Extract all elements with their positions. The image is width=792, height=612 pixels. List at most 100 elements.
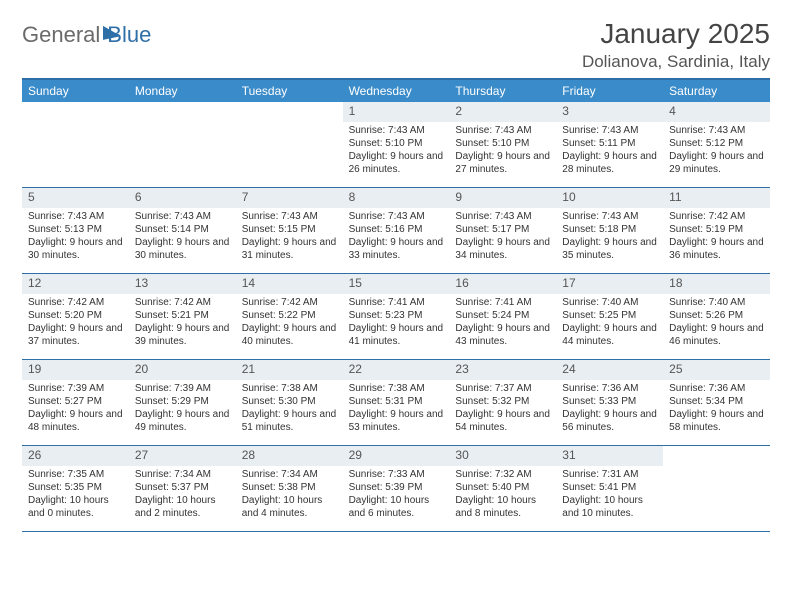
sunset-line: Sunset: 5:18 PM bbox=[562, 223, 657, 236]
sunrise-line: Sunrise: 7:42 AM bbox=[242, 296, 337, 309]
day-of-week-label: Thursday bbox=[449, 80, 556, 102]
calendar-cell: 31Sunrise: 7:31 AMSunset: 5:41 PMDayligh… bbox=[556, 446, 663, 532]
sunrise-line: Sunrise: 7:43 AM bbox=[349, 124, 444, 137]
daylight-line: Daylight: 9 hours and 29 minutes. bbox=[669, 150, 764, 176]
day-details: Sunrise: 7:38 AMSunset: 5:31 PMDaylight:… bbox=[343, 380, 450, 438]
calendar-cell: 25Sunrise: 7:36 AMSunset: 5:34 PMDayligh… bbox=[663, 360, 770, 446]
sunset-line: Sunset: 5:40 PM bbox=[455, 481, 550, 494]
location: Dolianova, Sardinia, Italy bbox=[582, 52, 770, 72]
sunset-line: Sunset: 5:35 PM bbox=[28, 481, 123, 494]
calendar-cell: 6Sunrise: 7:43 AMSunset: 5:14 PMDaylight… bbox=[129, 188, 236, 274]
sunrise-line: Sunrise: 7:43 AM bbox=[455, 124, 550, 137]
sunrise-line: Sunrise: 7:43 AM bbox=[455, 210, 550, 223]
sunrise-line: Sunrise: 7:43 AM bbox=[242, 210, 337, 223]
sunset-line: Sunset: 5:13 PM bbox=[28, 223, 123, 236]
day-details: Sunrise: 7:40 AMSunset: 5:26 PMDaylight:… bbox=[663, 294, 770, 352]
sunset-line: Sunset: 5:15 PM bbox=[242, 223, 337, 236]
sunset-line: Sunset: 5:37 PM bbox=[135, 481, 230, 494]
day-number: 30 bbox=[449, 446, 556, 466]
day-details: Sunrise: 7:36 AMSunset: 5:34 PMDaylight:… bbox=[663, 380, 770, 438]
daylight-line: Daylight: 9 hours and 43 minutes. bbox=[455, 322, 550, 348]
day-number: 14 bbox=[236, 274, 343, 294]
sunrise-line: Sunrise: 7:32 AM bbox=[455, 468, 550, 481]
day-details: Sunrise: 7:43 AMSunset: 5:10 PMDaylight:… bbox=[343, 122, 450, 180]
title-block: January 2025 Dolianova, Sardinia, Italy bbox=[582, 18, 770, 72]
daylight-line: Daylight: 9 hours and 49 minutes. bbox=[135, 408, 230, 434]
calendar: SundayMondayTuesdayWednesdayThursdayFrid… bbox=[22, 78, 770, 532]
daylight-line: Daylight: 9 hours and 31 minutes. bbox=[242, 236, 337, 262]
calendar-cell: 26Sunrise: 7:35 AMSunset: 5:35 PMDayligh… bbox=[22, 446, 129, 532]
day-details: Sunrise: 7:40 AMSunset: 5:25 PMDaylight:… bbox=[556, 294, 663, 352]
daylight-line: Daylight: 9 hours and 44 minutes. bbox=[562, 322, 657, 348]
sunrise-line: Sunrise: 7:43 AM bbox=[669, 124, 764, 137]
day-details: Sunrise: 7:34 AMSunset: 5:38 PMDaylight:… bbox=[236, 466, 343, 524]
day-details: Sunrise: 7:37 AMSunset: 5:32 PMDaylight:… bbox=[449, 380, 556, 438]
calendar-cell: 10Sunrise: 7:43 AMSunset: 5:18 PMDayligh… bbox=[556, 188, 663, 274]
calendar-cell: 0 bbox=[236, 102, 343, 188]
day-number: 26 bbox=[22, 446, 129, 466]
sunset-line: Sunset: 5:21 PM bbox=[135, 309, 230, 322]
day-number: 27 bbox=[129, 446, 236, 466]
sunset-line: Sunset: 5:24 PM bbox=[455, 309, 550, 322]
sunrise-line: Sunrise: 7:33 AM bbox=[349, 468, 444, 481]
daylight-line: Daylight: 9 hours and 30 minutes. bbox=[28, 236, 123, 262]
day-of-week-label: Monday bbox=[129, 80, 236, 102]
day-number: 20 bbox=[129, 360, 236, 380]
day-number: 10 bbox=[556, 188, 663, 208]
sunrise-line: Sunrise: 7:38 AM bbox=[349, 382, 444, 395]
daylight-line: Daylight: 9 hours and 41 minutes. bbox=[349, 322, 444, 348]
calendar-cell: 0 bbox=[22, 102, 129, 188]
sunset-line: Sunset: 5:25 PM bbox=[562, 309, 657, 322]
daylight-line: Daylight: 9 hours and 58 minutes. bbox=[669, 408, 764, 434]
calendar-cell: 20Sunrise: 7:39 AMSunset: 5:29 PMDayligh… bbox=[129, 360, 236, 446]
day-number: 3 bbox=[556, 102, 663, 122]
calendar-cell: 28Sunrise: 7:34 AMSunset: 5:38 PMDayligh… bbox=[236, 446, 343, 532]
day-number: 21 bbox=[236, 360, 343, 380]
sunrise-line: Sunrise: 7:36 AM bbox=[562, 382, 657, 395]
daylight-line: Daylight: 10 hours and 10 minutes. bbox=[562, 494, 657, 520]
daylight-line: Daylight: 9 hours and 34 minutes. bbox=[455, 236, 550, 262]
day-details: Sunrise: 7:43 AMSunset: 5:15 PMDaylight:… bbox=[236, 208, 343, 266]
calendar-cell: 24Sunrise: 7:36 AMSunset: 5:33 PMDayligh… bbox=[556, 360, 663, 446]
calendar-cell: 1Sunrise: 7:43 AMSunset: 5:10 PMDaylight… bbox=[343, 102, 450, 188]
sunset-line: Sunset: 5:38 PM bbox=[242, 481, 337, 494]
sunset-line: Sunset: 5:31 PM bbox=[349, 395, 444, 408]
calendar-cell: 29Sunrise: 7:33 AMSunset: 5:39 PMDayligh… bbox=[343, 446, 450, 532]
day-details: Sunrise: 7:41 AMSunset: 5:23 PMDaylight:… bbox=[343, 294, 450, 352]
sunrise-line: Sunrise: 7:43 AM bbox=[562, 210, 657, 223]
calendar-cell: 3Sunrise: 7:43 AMSunset: 5:11 PMDaylight… bbox=[556, 102, 663, 188]
day-number: 18 bbox=[663, 274, 770, 294]
day-of-week-label: Friday bbox=[556, 80, 663, 102]
sunrise-line: Sunrise: 7:35 AM bbox=[28, 468, 123, 481]
calendar-cell: 27Sunrise: 7:34 AMSunset: 5:37 PMDayligh… bbox=[129, 446, 236, 532]
sunset-line: Sunset: 5:33 PM bbox=[562, 395, 657, 408]
sunrise-line: Sunrise: 7:39 AM bbox=[135, 382, 230, 395]
calendar-cell: 12Sunrise: 7:42 AMSunset: 5:20 PMDayligh… bbox=[22, 274, 129, 360]
calendar-cell: 2Sunrise: 7:43 AMSunset: 5:10 PMDaylight… bbox=[449, 102, 556, 188]
day-number: 28 bbox=[236, 446, 343, 466]
daylight-line: Daylight: 9 hours and 30 minutes. bbox=[135, 236, 230, 262]
day-details: Sunrise: 7:43 AMSunset: 5:10 PMDaylight:… bbox=[449, 122, 556, 180]
sunrise-line: Sunrise: 7:31 AM bbox=[562, 468, 657, 481]
day-details: Sunrise: 7:38 AMSunset: 5:30 PMDaylight:… bbox=[236, 380, 343, 438]
day-number: 16 bbox=[449, 274, 556, 294]
calendar-cell: 13Sunrise: 7:42 AMSunset: 5:21 PMDayligh… bbox=[129, 274, 236, 360]
day-details: Sunrise: 7:33 AMSunset: 5:39 PMDaylight:… bbox=[343, 466, 450, 524]
day-number: 2 bbox=[449, 102, 556, 122]
sunset-line: Sunset: 5:19 PM bbox=[669, 223, 764, 236]
daylight-line: Daylight: 9 hours and 54 minutes. bbox=[455, 408, 550, 434]
sunrise-line: Sunrise: 7:40 AM bbox=[669, 296, 764, 309]
daylight-line: Daylight: 9 hours and 37 minutes. bbox=[28, 322, 123, 348]
day-details: Sunrise: 7:43 AMSunset: 5:11 PMDaylight:… bbox=[556, 122, 663, 180]
calendar-grid: 0001Sunrise: 7:43 AMSunset: 5:10 PMDayli… bbox=[22, 102, 770, 532]
day-details: Sunrise: 7:32 AMSunset: 5:40 PMDaylight:… bbox=[449, 466, 556, 524]
calendar-cell: 16Sunrise: 7:41 AMSunset: 5:24 PMDayligh… bbox=[449, 274, 556, 360]
sunset-line: Sunset: 5:23 PM bbox=[349, 309, 444, 322]
header: General Blue January 2025 Dolianova, Sar… bbox=[22, 18, 770, 72]
day-of-week-label: Tuesday bbox=[236, 80, 343, 102]
calendar-cell: 14Sunrise: 7:42 AMSunset: 5:22 PMDayligh… bbox=[236, 274, 343, 360]
day-details: Sunrise: 7:43 AMSunset: 5:12 PMDaylight:… bbox=[663, 122, 770, 180]
day-number: 8 bbox=[343, 188, 450, 208]
sunset-line: Sunset: 5:41 PM bbox=[562, 481, 657, 494]
calendar-cell: 30Sunrise: 7:32 AMSunset: 5:40 PMDayligh… bbox=[449, 446, 556, 532]
